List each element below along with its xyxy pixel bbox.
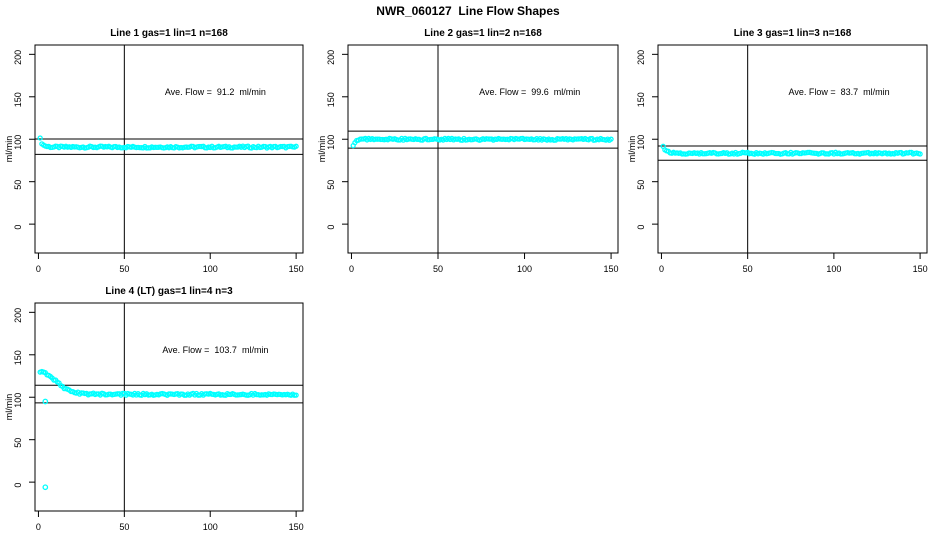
plot-box bbox=[34, 44, 304, 254]
x-tick-label: 150 bbox=[289, 522, 304, 532]
x-tick-label: 0 bbox=[36, 264, 41, 274]
ave-flow-annotation: Ave. Flow = 99.6 ml/min bbox=[479, 87, 580, 97]
x-tick-label: 0 bbox=[36, 522, 41, 532]
ave-flow-annotation: Ave. Flow = 83.7 ml/min bbox=[788, 87, 889, 97]
y-tick-label: 100 bbox=[13, 135, 23, 150]
data-point bbox=[608, 136, 614, 142]
data-point bbox=[37, 135, 43, 141]
plot-box bbox=[657, 44, 928, 254]
x-tick-label: 100 bbox=[517, 264, 532, 274]
plot-box bbox=[34, 302, 304, 512]
y-tick-label: 150 bbox=[13, 350, 23, 365]
y-tick-label: 200 bbox=[13, 50, 23, 65]
y-tick-label: 150 bbox=[13, 92, 23, 107]
y-tick-label: 150 bbox=[326, 92, 336, 107]
data-point bbox=[293, 392, 299, 398]
y-axis-label: ml/min bbox=[317, 136, 327, 163]
y-tick-label: 0 bbox=[326, 225, 336, 230]
x-tick-label: 150 bbox=[604, 264, 619, 274]
y-tick-label: 0 bbox=[13, 225, 23, 230]
y-tick-label: 0 bbox=[13, 483, 23, 488]
subplot-title: Line 2 gas=1 lin=2 n=168 bbox=[424, 28, 542, 39]
x-tick-label: 0 bbox=[659, 264, 664, 274]
y-tick-label: 100 bbox=[13, 393, 23, 408]
y-axis-label: ml/min bbox=[4, 394, 14, 421]
outlier-point bbox=[42, 398, 49, 405]
y-axis-label: ml/min bbox=[627, 136, 637, 163]
y-tick-label: 50 bbox=[636, 180, 646, 190]
y-tick-label: 50 bbox=[326, 180, 336, 190]
subplot-title: Line 1 gas=1 lin=1 n=168 bbox=[110, 28, 228, 39]
ave-flow-annotation: Ave. Flow = 103.7 ml/min bbox=[162, 345, 268, 355]
x-tick-label: 50 bbox=[743, 264, 753, 274]
data-point bbox=[917, 151, 923, 157]
y-tick-label: 50 bbox=[13, 180, 23, 190]
data-point bbox=[293, 143, 299, 149]
x-tick-label: 100 bbox=[826, 264, 841, 274]
y-tick-label: 0 bbox=[636, 225, 646, 230]
plot-box bbox=[347, 44, 619, 254]
y-tick-label: 150 bbox=[636, 92, 646, 107]
x-tick-label: 150 bbox=[913, 264, 928, 274]
y-tick-label: 50 bbox=[13, 438, 23, 448]
y-tick-label: 200 bbox=[13, 308, 23, 323]
y-tick-label: 200 bbox=[326, 50, 336, 65]
subplot-title: Line 4 (LT) gas=1 lin=4 n=3 bbox=[105, 286, 233, 297]
x-tick-label: 0 bbox=[349, 264, 354, 274]
y-tick-label: 100 bbox=[326, 135, 336, 150]
subplot-title: Line 3 gas=1 lin=3 n=168 bbox=[734, 28, 852, 39]
y-tick-label: 100 bbox=[636, 135, 646, 150]
y-tick-label: 200 bbox=[636, 50, 646, 65]
x-tick-label: 50 bbox=[433, 264, 443, 274]
x-tick-label: 50 bbox=[119, 264, 129, 274]
outlier-point bbox=[42, 484, 49, 491]
y-axis-label: ml/min bbox=[4, 136, 14, 163]
x-tick-label: 150 bbox=[289, 264, 304, 274]
x-tick-label: 100 bbox=[203, 522, 218, 532]
x-tick-label: 50 bbox=[119, 522, 129, 532]
x-tick-label: 100 bbox=[203, 264, 218, 274]
ave-flow-annotation: Ave. Flow = 91.2 ml/min bbox=[165, 87, 266, 97]
main-title: NWR_060127 Line Flow Shapes bbox=[376, 4, 560, 18]
